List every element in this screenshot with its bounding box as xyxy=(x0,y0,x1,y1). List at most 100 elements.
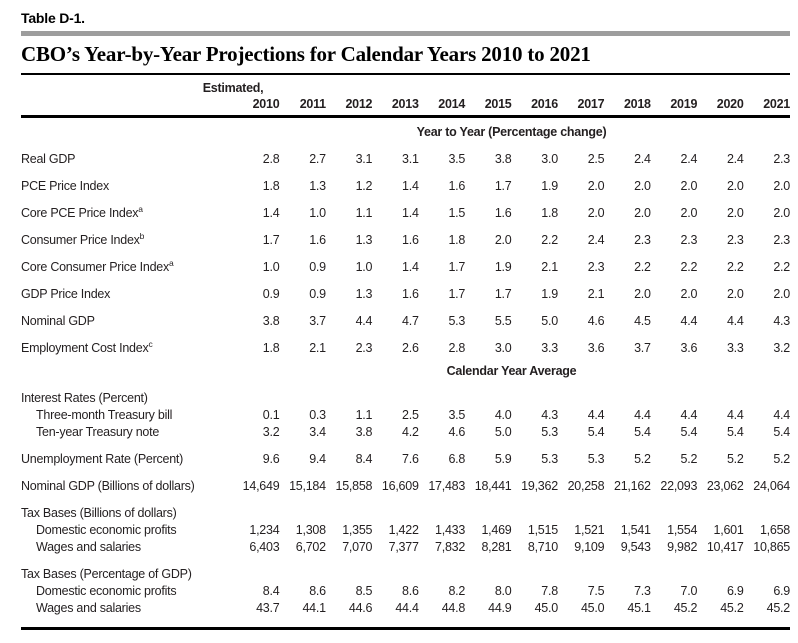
section-title: Calendar Year Average xyxy=(446,364,577,378)
year-header: 2018 xyxy=(623,97,651,111)
cell-value: 4.4 xyxy=(634,408,651,422)
cell-value: 2.2 xyxy=(773,260,790,274)
row-label-text: Employment Cost Index xyxy=(21,341,149,355)
cell-value: 1.7 xyxy=(448,260,466,274)
cell-value: 4.0 xyxy=(494,408,512,422)
cell-value: 1.6 xyxy=(448,179,466,193)
cell-value: 5.2 xyxy=(680,452,698,466)
cell-value: 2.1 xyxy=(309,341,326,355)
cell-value: 2.0 xyxy=(726,179,744,193)
table-row: Domestic economic profits 8.4 8.6 8.5 8.6 8.2… xyxy=(21,583,790,600)
table-row: Nominal GDP 3.8 3.7 4.4 4.7 5.3 5.5 5.0 4.6 4.5 4.… xyxy=(21,313,790,330)
row-label: Employment Cost Indexc xyxy=(21,340,233,357)
year-header: 2017 xyxy=(577,97,605,111)
cell-value: 44.9 xyxy=(488,601,512,615)
cell-value: 2.1 xyxy=(541,260,558,274)
header-rule xyxy=(21,115,790,118)
table-row: PCE Price Index 1.8 1.3 1.2 1.4 1.6 1.7 1.9 2.0 2… xyxy=(21,178,790,195)
cell-value: 7.3 xyxy=(634,584,651,598)
cell-value: 1.0 xyxy=(355,260,373,274)
cell-value: 8.0 xyxy=(494,584,512,598)
cell-value: 1.9 xyxy=(541,287,558,301)
cell-value: 1,234 xyxy=(249,523,280,537)
cell-value: 2.4 xyxy=(634,152,651,166)
row-label: Consumer Price Indexb xyxy=(21,232,233,249)
cell-value: 5.2 xyxy=(726,452,744,466)
cell-value: 4.5 xyxy=(634,314,651,328)
table-row: Interest Rates (Percent) xyxy=(21,390,790,407)
cell-value: 2.0 xyxy=(680,179,698,193)
cell-value: 16,609 xyxy=(381,479,419,493)
estimated-label: Estimated, xyxy=(202,81,264,95)
cell-value: 5.3 xyxy=(541,452,558,466)
year-header: 2013 xyxy=(391,97,419,111)
cell-value: 1.3 xyxy=(309,179,326,193)
cell-value: 1.5 xyxy=(448,206,466,220)
cell-value: 4.6 xyxy=(448,425,466,439)
cell-value: 1.2 xyxy=(355,179,373,193)
footnote-marker: b xyxy=(139,230,145,241)
year-header-row: 2010 2011 2012 2013 2014 2015 2016 2017 2018 2019… xyxy=(21,96,791,113)
row-label-text: Nominal GDP xyxy=(21,314,95,328)
cell-value: 3.8 xyxy=(355,425,373,439)
cell-value: 8.6 xyxy=(309,584,326,598)
cell-value: 4.4 xyxy=(355,314,373,328)
cell-value: 45.0 xyxy=(580,601,605,615)
cell-value: 5.9 xyxy=(494,452,512,466)
row-label-text: Ten-year Treasury note xyxy=(36,425,160,439)
bottom-rule xyxy=(21,627,790,630)
cell-value: 2.0 xyxy=(494,233,512,247)
cell-value: 44.6 xyxy=(348,601,373,615)
cell-value: 6,702 xyxy=(295,540,326,554)
year-header: 2021 xyxy=(763,97,790,111)
cell-value: 15,858 xyxy=(335,479,373,493)
year-header: 2011 xyxy=(299,97,326,111)
cell-value: 2.0 xyxy=(726,206,744,220)
cell-value: 5.3 xyxy=(448,314,466,328)
table-row: Consumer Price Indexb 1.7 1.6 1.3 1.6 1.8 2.0 2… xyxy=(21,232,790,249)
gray-divider-bar xyxy=(21,31,790,36)
cell-value: 43.7 xyxy=(256,601,280,615)
cell-value: 1,433 xyxy=(435,523,466,537)
cell-value: 10,417 xyxy=(706,540,744,554)
cell-value: 3.6 xyxy=(587,341,605,355)
footnote-marker: a xyxy=(168,257,174,268)
cell-value: 3.4 xyxy=(309,425,326,439)
cell-value: 6.9 xyxy=(773,584,790,598)
cell-value: 7.0 xyxy=(680,584,698,598)
cell-value: 2.2 xyxy=(634,260,651,274)
cell-value: 2.0 xyxy=(773,206,790,220)
cell-value: 2.0 xyxy=(773,287,790,301)
cell-value: 17,483 xyxy=(428,479,466,493)
cell-value: 2.3 xyxy=(355,341,373,355)
cell-value: 7,377 xyxy=(388,540,419,554)
cell-value: 2.3 xyxy=(680,233,698,247)
cell-value: 2.2 xyxy=(541,233,558,247)
row-label: Ten-year Treasury note xyxy=(21,424,233,441)
cell-value: 1.9 xyxy=(494,260,512,274)
row-label: Core Consumer Price Indexa xyxy=(21,259,233,276)
section-header-row: Calendar Year Average xyxy=(21,363,790,380)
cell-value: 15,184 xyxy=(289,479,326,493)
cell-value: 3.3 xyxy=(541,341,558,355)
row-label-text: Tax Bases (Billions of dollars) xyxy=(21,506,177,520)
table-title: CBO’s Year-by-Year Projections for Calen… xyxy=(21,42,591,66)
cell-value: 5.4 xyxy=(634,425,651,439)
year-header: 2016 xyxy=(531,97,558,111)
cell-value: 3.5 xyxy=(448,152,466,166)
cell-value: 2.6 xyxy=(402,341,419,355)
cell-value: 2.4 xyxy=(680,152,698,166)
year-header: 2020 xyxy=(716,97,744,111)
row-label-text: GDP Price Index xyxy=(21,287,111,301)
cell-value: 5.5 xyxy=(494,314,512,328)
table-row: Wages and salaries 43.7 44.1 44.6 44.4 44.8 44… xyxy=(21,600,790,617)
cell-value: 3.1 xyxy=(355,152,373,166)
cell-value: 1.9 xyxy=(541,179,558,193)
cell-value: 45.1 xyxy=(627,601,651,615)
cell-value: 1.8 xyxy=(262,179,280,193)
cell-value: 1.6 xyxy=(402,287,419,301)
table-row: Tax Bases (Billions of dollars) xyxy=(21,505,790,522)
table-number-label: Table D-1. xyxy=(21,10,85,26)
cell-value: 1.4 xyxy=(402,260,419,274)
year-header: 2012 xyxy=(345,97,373,111)
